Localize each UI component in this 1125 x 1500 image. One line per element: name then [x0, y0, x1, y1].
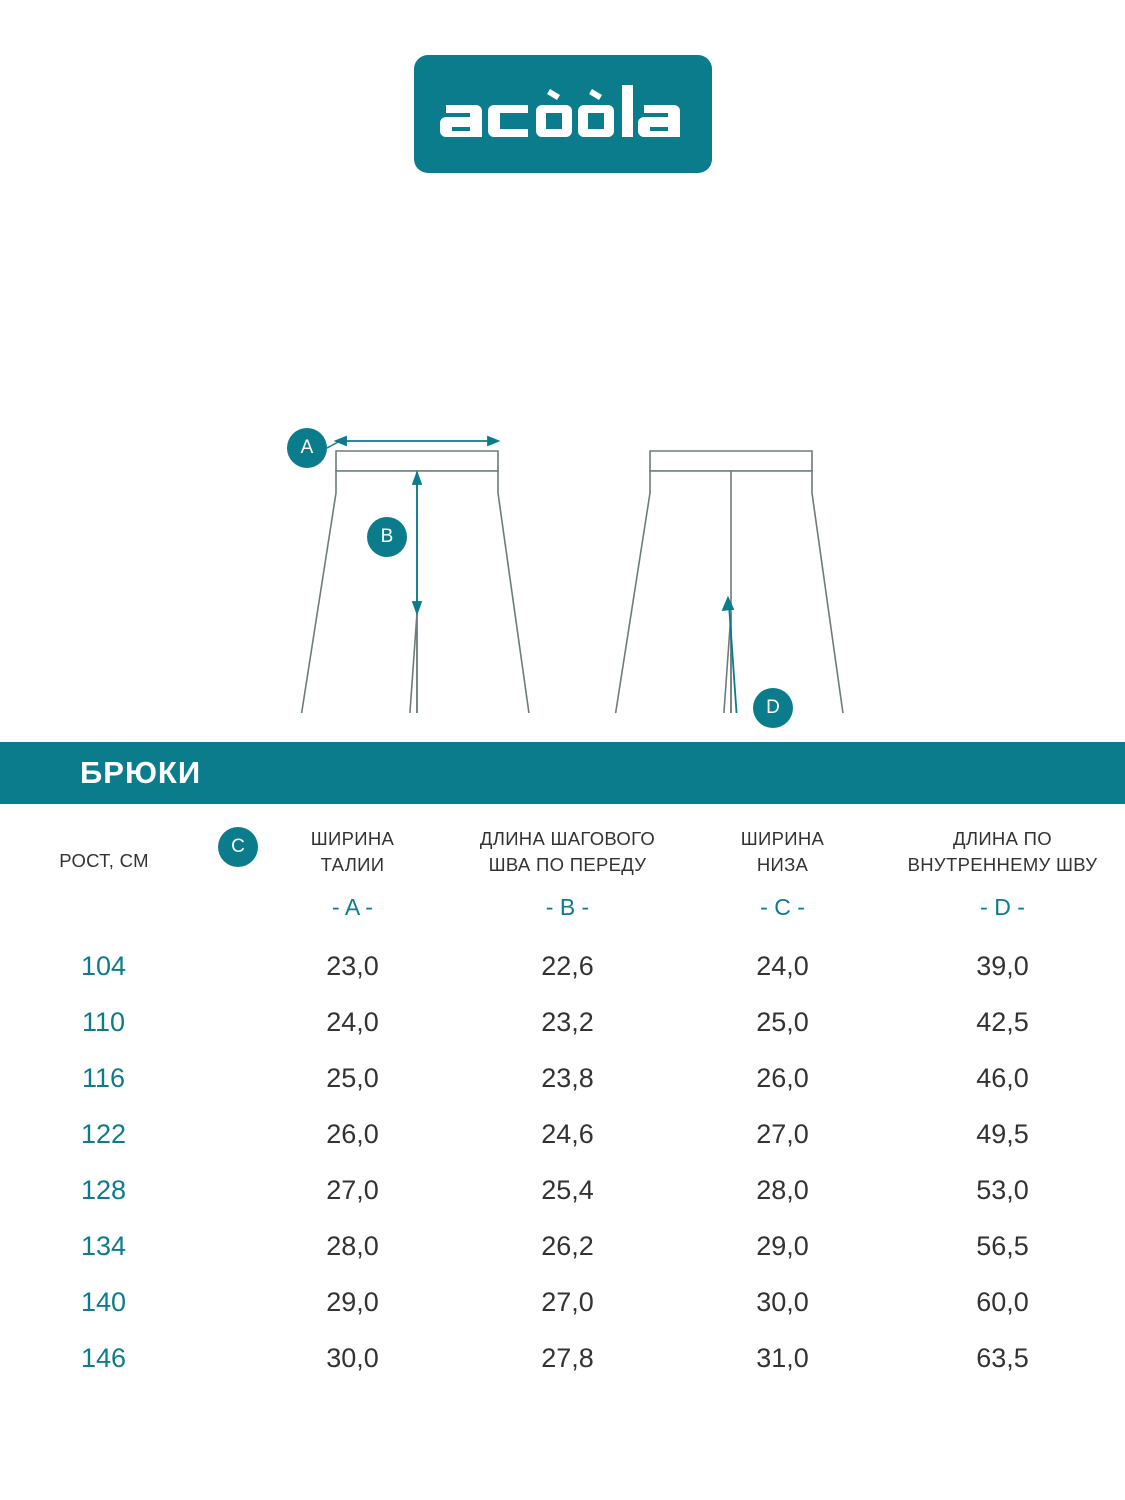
cell-d: 56,5: [976, 1231, 1029, 1262]
cell-a: 27,0: [326, 1175, 379, 1206]
badge-b: B: [367, 517, 407, 557]
cell-size: 110: [81, 1007, 126, 1038]
cell-d: 63,5: [976, 1343, 1029, 1374]
table-header-waist-width-line1: ШИРИНА: [310, 828, 395, 849]
cell-d: 42,5: [976, 1007, 1029, 1038]
cell-size: 134: [80, 1231, 127, 1262]
table-header-front-rise: ДЛИНА ШАГОВОГО ШВА ПО ПЕРЕДУ: [450, 804, 685, 880]
cell-b: 25,4: [541, 1175, 594, 1206]
table-header-front-rise-line2: ШВА ПО ПЕРЕДУ: [488, 854, 647, 876]
cell-size: 122: [80, 1119, 127, 1150]
badge-a: A: [287, 428, 327, 468]
badge-c: C: [218, 827, 258, 867]
size-table-container: РОСТ, СМ ШИРИНА ТАЛИИ ДЛИНА ШАГОВОГО ШВА…: [0, 804, 1125, 1387]
table-row: 122 26,0 24,6 27,0 49,5: [0, 1107, 1125, 1163]
table-letter-row: - A - - B - - C - - D -: [0, 880, 1125, 939]
cell-a: 25,0: [326, 1063, 379, 1094]
brand-logo-icon: [439, 85, 680, 137]
table-header-waist-width: ШИРИНА ТАЛИИ: [255, 804, 450, 880]
table-header-inseam: ДЛИНА ПО ВНУТРЕННЕМУ ШВУ: [880, 804, 1125, 880]
cell-size: 128: [80, 1175, 127, 1206]
table-row: 110 24,0 23,2 25,0 42,5: [0, 995, 1125, 1051]
section-title-bar: БРЮКИ: [0, 742, 1125, 804]
cell-b: 27,0: [541, 1287, 594, 1318]
cell-a: 28,0: [326, 1231, 379, 1262]
cell-a: 23,0: [326, 951, 379, 982]
cell-c: 27,0: [756, 1119, 809, 1150]
cell-d: 49,5: [976, 1119, 1029, 1150]
cell-b: 23,2: [541, 1007, 594, 1038]
cell-c: 25,0: [756, 1007, 809, 1038]
badge-d-label: D: [766, 697, 780, 718]
cell-c: 24,0: [756, 951, 809, 982]
table-header-hem-width: ШИРИНА НИЗА: [685, 804, 880, 880]
table-header-inseam-line1: ДЛИНА ПО: [953, 828, 1052, 849]
badge-c-label: C: [231, 836, 245, 857]
cell-c: 28,0: [756, 1175, 809, 1206]
table-row: 104 23,0 22,6 24,0 39,0: [0, 939, 1125, 995]
cell-size: 116: [81, 1063, 126, 1094]
table-header-waist-width-line2: ТАЛИИ: [320, 854, 385, 876]
cell-d: 53,0: [976, 1175, 1029, 1206]
badge-b-label: B: [380, 526, 394, 547]
table-header-row: РОСТ, СМ ШИРИНА ТАЛИИ ДЛИНА ШАГОВОГО ШВА…: [0, 804, 1125, 880]
pants-technical-drawing: [300, 435, 844, 713]
logo-container: [0, 0, 1125, 173]
table-header-height: РОСТ, СМ: [0, 804, 255, 880]
table-row: 140 29,0 27,0 30,0 60,0: [0, 1275, 1125, 1331]
cell-d: 39,0: [976, 951, 1029, 982]
letter-cell-d: - D -: [980, 893, 1025, 920]
table-header-front-rise-line1: ДЛИНА ШАГОВОГО: [479, 828, 656, 849]
table-row: 116 25,0 23,8 26,0 46,0: [0, 1051, 1125, 1107]
cell-c: 31,0: [756, 1343, 809, 1374]
cell-c: 29,0: [756, 1231, 809, 1262]
table-row: 128 27,0 25,4 28,0 53,0: [0, 1163, 1125, 1219]
cell-d: 60,0: [976, 1287, 1029, 1318]
letter-cell-c: - C -: [760, 893, 805, 920]
table-header-hem-width-line1: ШИРИНА: [740, 828, 825, 849]
brand-logo-box: [413, 55, 712, 173]
cell-d: 46,0: [976, 1063, 1029, 1094]
cell-c: 30,0: [756, 1287, 809, 1318]
table-header-hem-width-line2: НИЗА: [756, 854, 809, 876]
badge-d: D: [753, 688, 793, 728]
cell-a: 29,0: [326, 1287, 379, 1318]
table-header-height-line1: РОСТ, СМ: [59, 850, 149, 871]
cell-b: 24,6: [541, 1119, 594, 1150]
cell-a: 26,0: [326, 1119, 379, 1150]
badge-a-label: A: [300, 437, 314, 458]
cell-a: 30,0: [326, 1343, 379, 1374]
letter-cell-b: - B -: [545, 893, 590, 920]
cell-b: 26,2: [541, 1231, 594, 1262]
cell-c: 26,0: [756, 1063, 809, 1094]
table-body: 104 23,0 22,6 24,0 39,0 110 24,0 23,2 25…: [0, 939, 1125, 1387]
page-title: БРЮКИ: [80, 755, 202, 790]
cell-a: 24,0: [326, 1007, 379, 1038]
table-row: 134 28,0 26,2 29,0 56,5: [0, 1219, 1125, 1275]
table-header-inseam-line2: ВНУТРЕННЕМУ ШВУ: [907, 854, 1098, 876]
letter-cell-empty: [0, 880, 255, 939]
table-row: 146 30,0 27,8 31,0 63,5: [0, 1331, 1125, 1387]
cell-size: 140: [80, 1287, 127, 1318]
cell-size: 146: [80, 1343, 127, 1374]
cell-b: 22,6: [541, 951, 594, 982]
cell-b: 23,8: [541, 1063, 594, 1094]
cell-b: 27,8: [541, 1343, 594, 1374]
letter-cell-a: - A -: [332, 893, 373, 920]
size-table: РОСТ, СМ ШИРИНА ТАЛИИ ДЛИНА ШАГОВОГО ШВА…: [0, 804, 1125, 1387]
garment-diagram: A B C D: [0, 193, 1125, 867]
cell-size: 104: [80, 951, 127, 982]
